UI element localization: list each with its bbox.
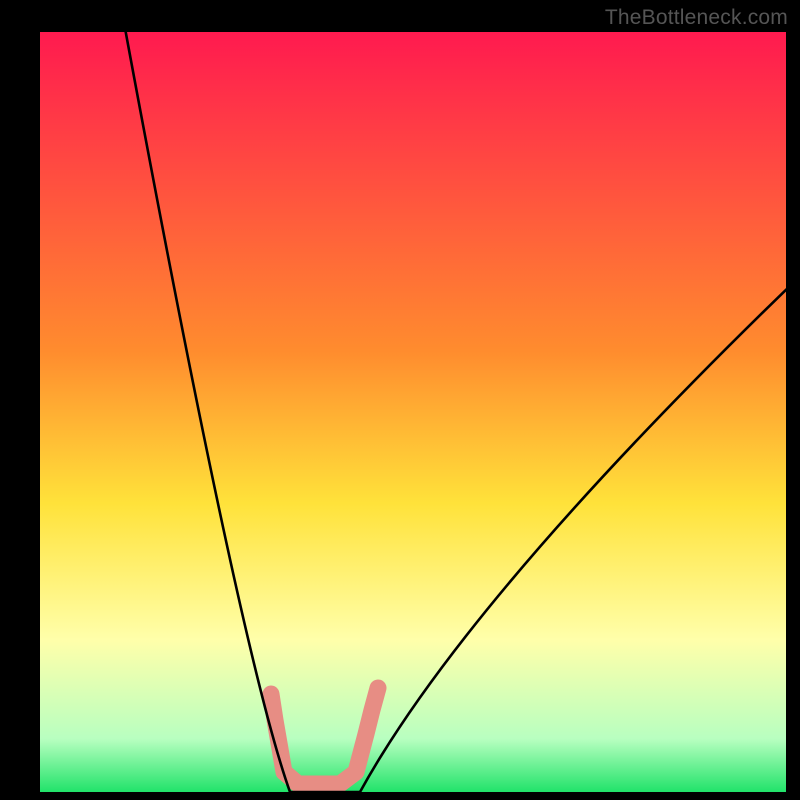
salmon-marker-path [271,688,378,784]
plot-group [122,12,800,792]
watermark-text: TheBottleneck.com [605,6,788,30]
chart-container: TheBottleneck.com [0,0,800,800]
v-curve-right [360,257,800,792]
v-curve-left [122,12,290,792]
curve-overlay [0,0,800,800]
